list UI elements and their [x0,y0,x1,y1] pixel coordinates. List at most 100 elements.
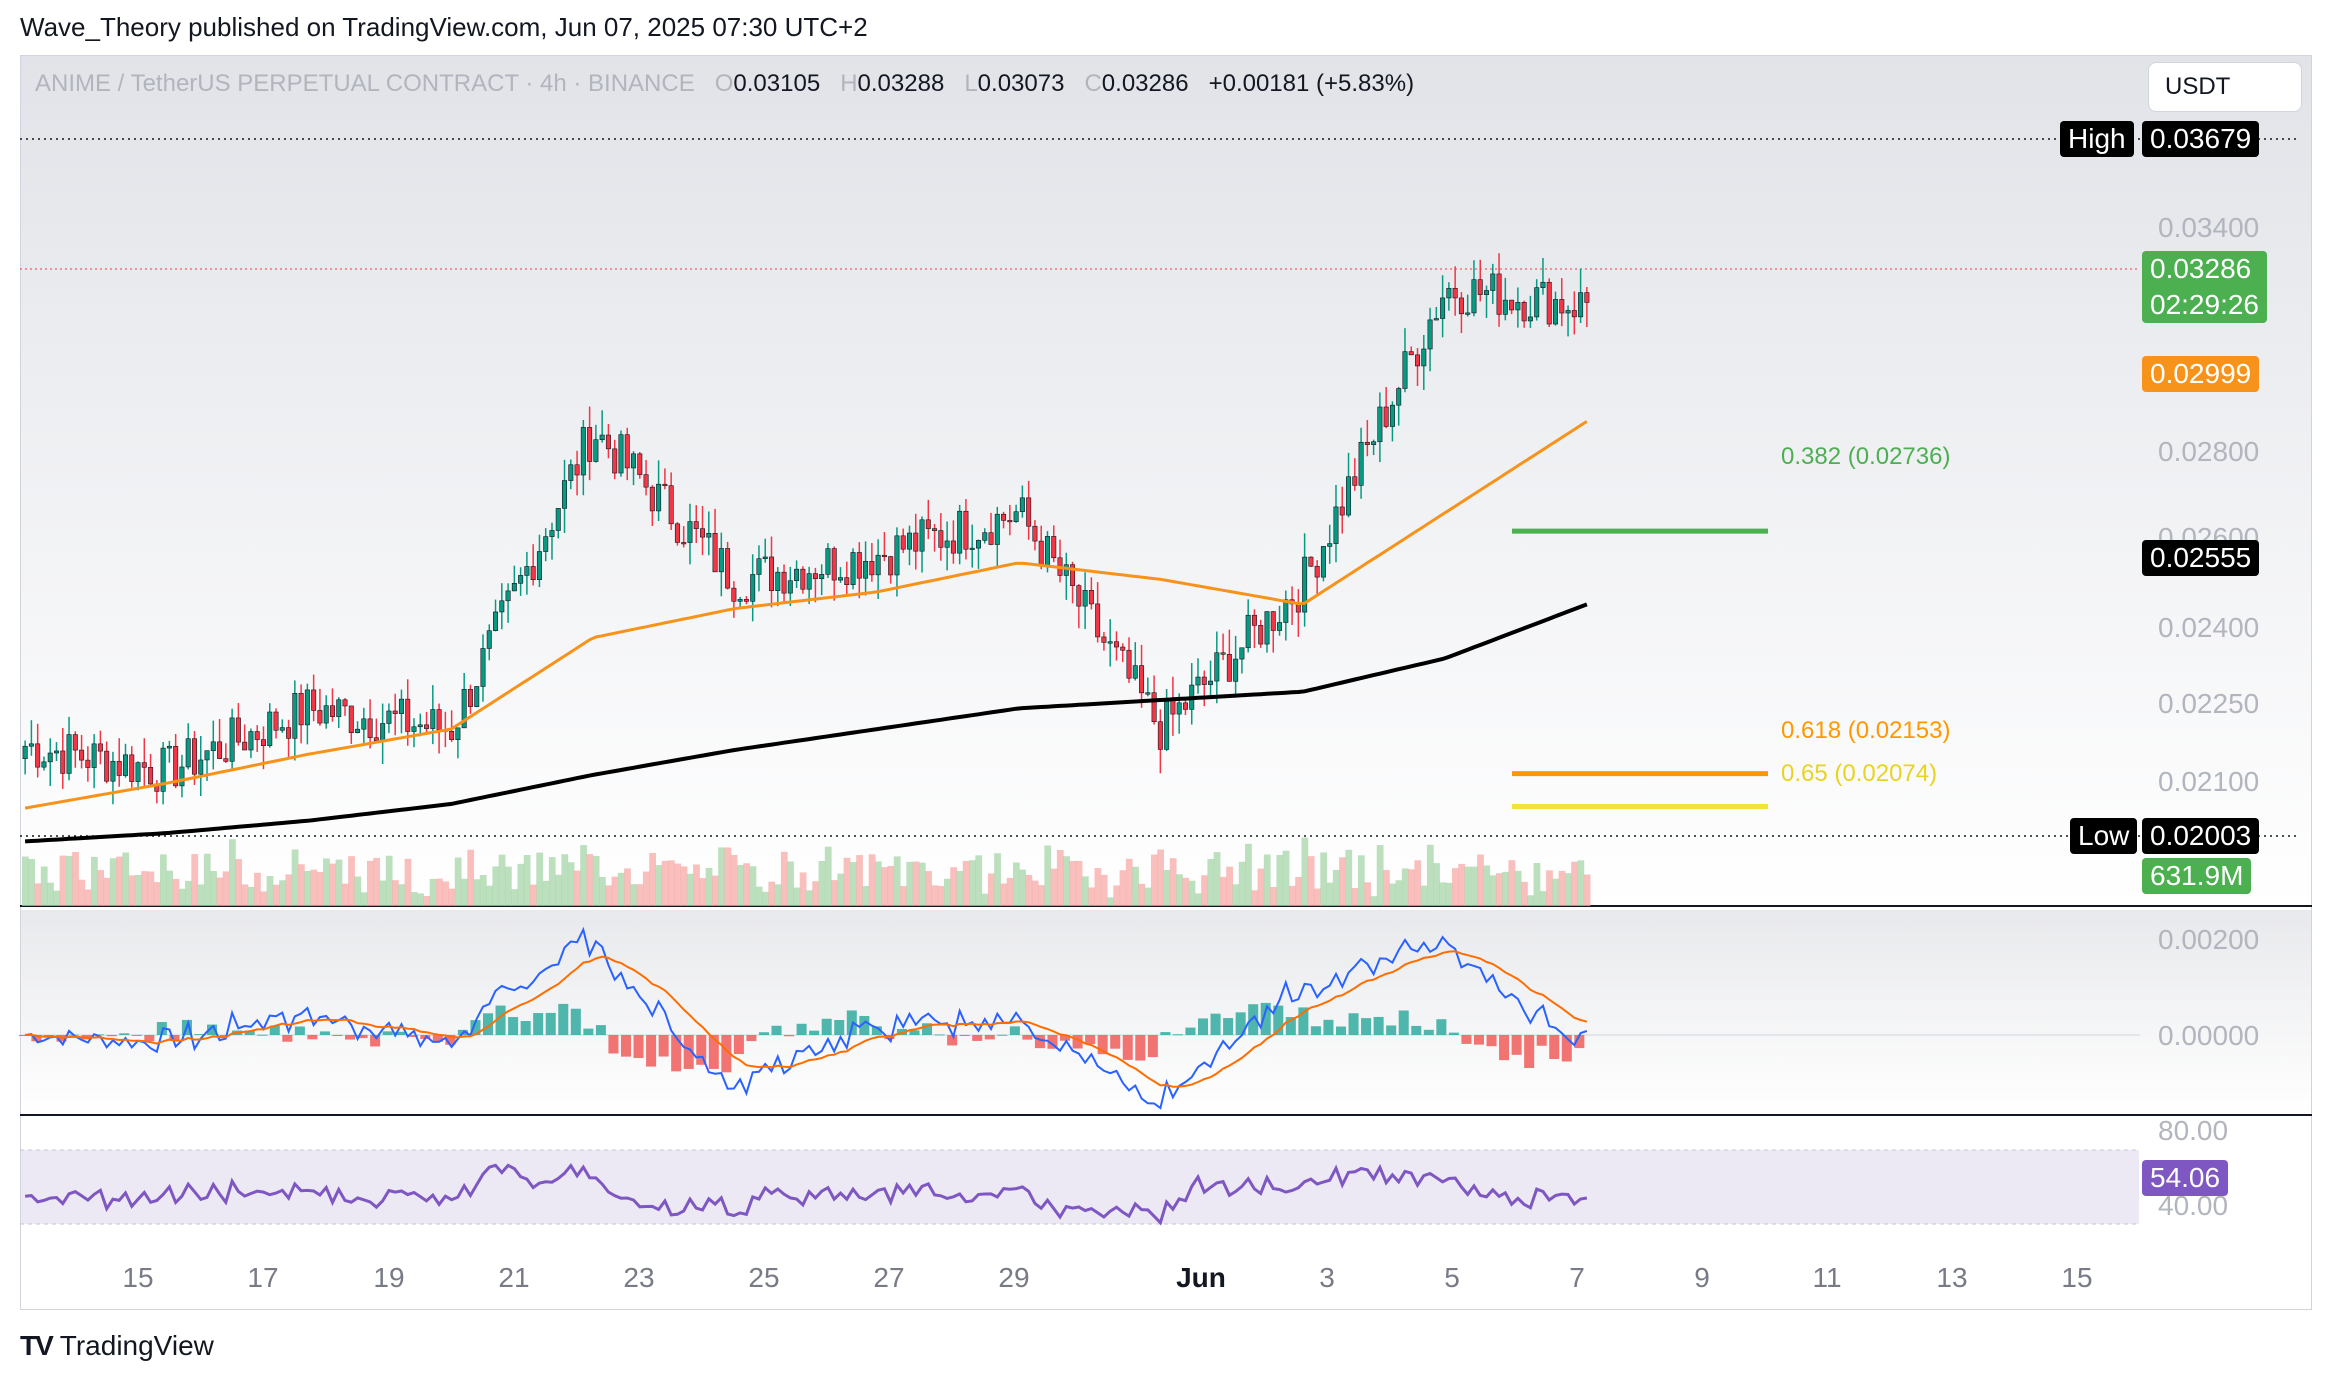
volume-bar [856,855,863,906]
candle-body [562,480,568,509]
candle-body [649,486,655,512]
footer-brand[interactable]: TV TradingView [20,1330,214,1362]
volume-bar [668,860,675,906]
macd-hist-bar [1486,1035,1497,1047]
candle-body [706,533,712,538]
x-axis-label: 29 [998,1262,1030,1293]
macd-hist-bar [244,1030,255,1035]
macd-hist-bar [106,1035,117,1037]
symbol-name: ANIME / TetherUS PERPETUAL CONTRACT · 4h… [35,70,695,97]
x-axis-label: 27 [873,1262,905,1293]
candle-body [549,530,555,537]
volume-bar [260,891,268,906]
high-value-tag: 0.03679 [2142,121,2260,157]
volume-bar [53,890,61,906]
candle-body [938,530,944,548]
macd-hist-bar [1047,1035,1058,1049]
candle-body [819,574,825,580]
price-pane-bg [21,56,2311,906]
candle-body [210,741,216,751]
volume-bar [987,873,995,906]
candle-body [1038,540,1044,566]
macd-hist-bar [721,1035,732,1073]
candle-body [1139,665,1145,694]
rsi-axis-label: 80.00 [2158,1115,2229,1146]
fib-label-0382: 0.382 (0.02736) [1781,443,1951,470]
volume-bar [918,862,926,906]
volume-bar [1012,862,1020,906]
volume-bar [1307,856,1315,906]
candle-body [323,705,329,724]
macd-hist-bar [1361,1018,1372,1035]
volume-bar [1138,883,1146,906]
volume-bar [379,880,387,906]
candle-body [555,508,561,531]
volume-bar [304,870,312,906]
symbol-legend: ANIME / TetherUS PERPETUAL CONTRACT · 4h… [35,70,1414,98]
volume-bar [1107,897,1114,906]
macd-hist-bar [570,1008,581,1035]
candle-body [593,439,599,462]
volume-bar [1477,854,1484,906]
volume-bar [1119,870,1127,906]
macd-hist-bar [169,1035,180,1041]
volume-bar [410,892,418,906]
volume-bar [1169,858,1177,906]
macd-hist-bar [194,1034,205,1036]
currency-button[interactable]: USDT [2148,62,2302,112]
candle-body [336,699,342,717]
macd-hist-bar [131,1034,142,1036]
candle-body [1584,292,1590,303]
candle-body [1427,319,1433,350]
volume-bar [981,893,989,906]
rsi-value-tag: 54.06 [2142,1160,2229,1196]
candle-body [1214,652,1220,682]
candle-body [1565,310,1571,314]
chart-frame[interactable] [20,55,2312,1310]
candle-body [1352,476,1358,486]
volume-bar [969,860,976,906]
y-axis-label: 0.02100 [2158,766,2260,797]
volume-bar [718,847,725,906]
candle-body [248,731,254,751]
candle-body [1496,273,1502,315]
candle-body [794,568,800,581]
macd-hist-bar [282,1035,293,1042]
macd-hist-bar [733,1035,744,1055]
macd-hist-bar [1223,1018,1234,1035]
volume-bar [511,889,518,906]
candle-body [223,758,229,762]
macd-hist-bar [1348,1013,1359,1035]
ema50-value-tag: 0.02999 [2142,356,2260,392]
candle-body [1258,625,1264,645]
candle-body [1032,525,1038,542]
volume-bar [1263,854,1271,906]
volume-bar [956,870,964,906]
volume-bar [617,872,625,906]
volume-bar [153,882,161,906]
candle-body [1295,603,1301,613]
macd-hist-bar [533,1013,544,1035]
candle-body [1534,287,1540,318]
candle-body [743,599,749,602]
macd-hist-bar [407,1035,418,1037]
candle-body [135,762,141,782]
volume-bar [1389,883,1397,906]
publisher-line: Wave_Theory published on TradingView.com… [20,12,868,42]
volume-bar [473,879,481,906]
candle-body [279,727,285,731]
candle-body [273,711,279,731]
volume-bar [806,890,813,906]
volume-bar [1433,863,1440,906]
volume-bar [762,891,769,906]
candle-body [1364,441,1370,445]
ema200-value-tag: 0.02555 [2142,540,2260,576]
x-axis-label: 3 [1319,1262,1335,1293]
macd-hist-bar [809,1030,820,1035]
macd-hist-bar [307,1035,318,1040]
candle-body [242,741,248,751]
volume-bar [134,874,142,906]
candle-body [104,750,110,782]
volume-bar [417,893,424,906]
